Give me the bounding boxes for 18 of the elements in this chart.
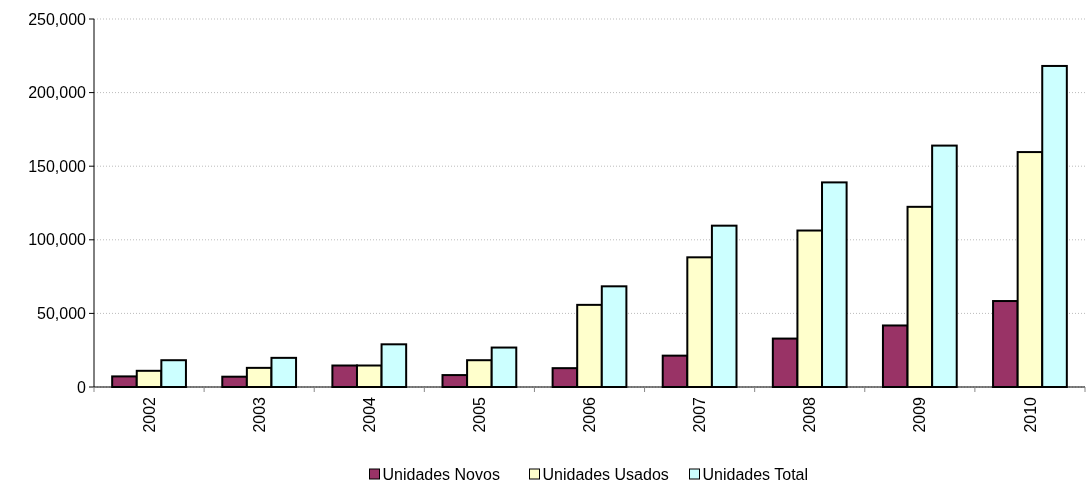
y-tick-label: 150,000 [28,157,87,175]
y-tick-label: 100,000 [28,231,87,249]
x-tick-label: 2007 [691,396,709,433]
x-tick-label: 2004 [360,396,378,433]
x-tick-label: 2006 [581,396,599,433]
legend-label: Unidades Usados [542,465,669,483]
y-tick-label: 250,000 [28,10,87,28]
y-tick-label: 0 [77,378,87,396]
x-tick-label: 2008 [801,396,819,433]
legend-label: Unidades Total [702,465,809,483]
x-tick-label: 2003 [250,396,268,433]
y-tick-label: 200,000 [28,84,87,102]
x-tick-label: 2002 [140,396,158,433]
x-tick-label: 2010 [1021,396,1039,433]
y-tick-label: 50,000 [37,305,87,322]
x-tick-label: 2009 [911,396,929,433]
legend-label: Unidades Novos [382,465,500,483]
x-tick-label: 2005 [470,396,488,433]
